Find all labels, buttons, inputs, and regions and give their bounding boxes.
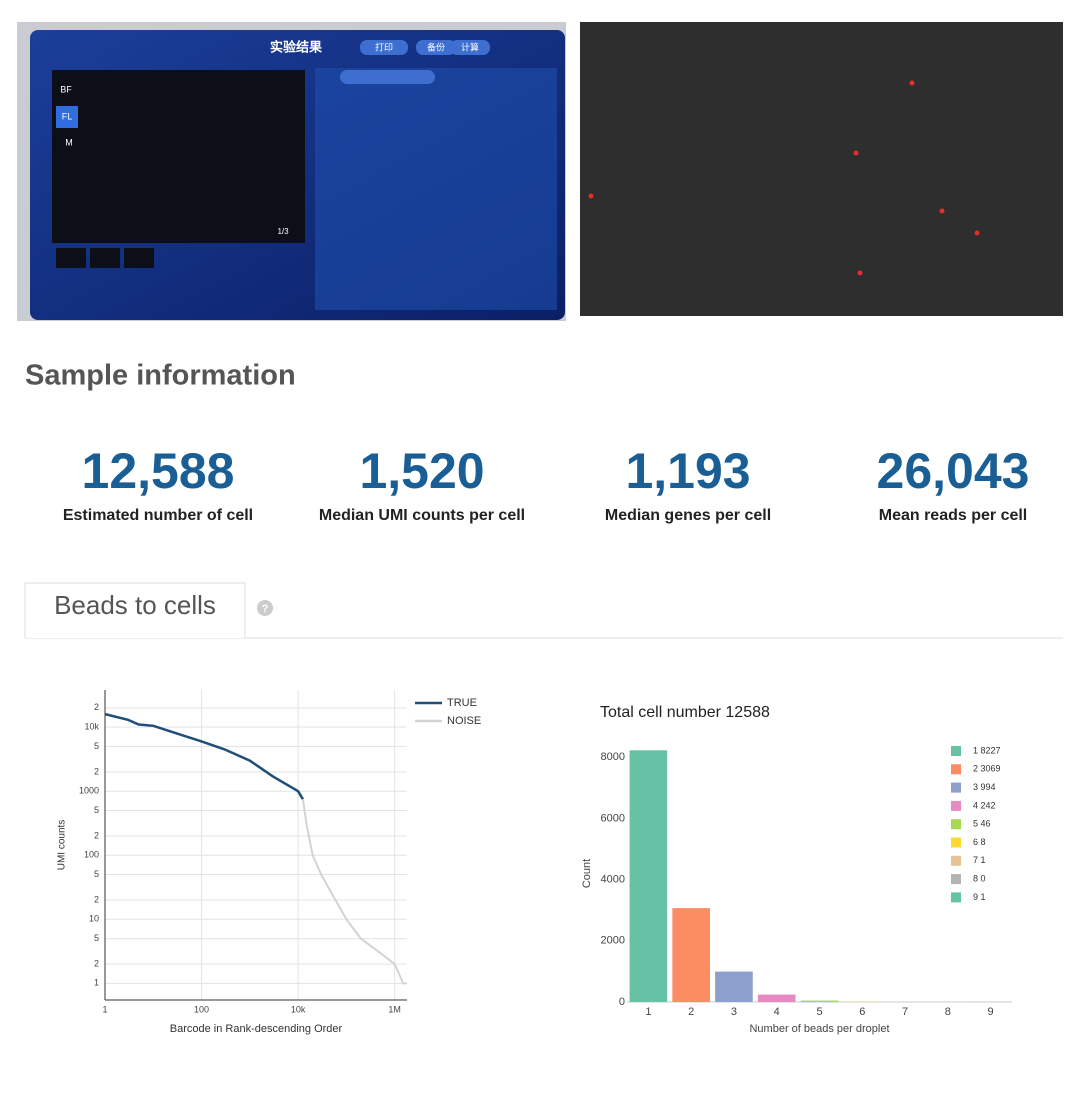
screen-button-label[interactable]: 计算 (461, 41, 479, 52)
section-title: Sample information (25, 360, 296, 392)
y-tick-label: 5 (94, 869, 99, 879)
thumb[interactable] (90, 248, 120, 268)
y-axis-label: UMI counts (57, 820, 68, 871)
page-indicator: 1/3 (277, 227, 289, 236)
bar (672, 908, 710, 1002)
chart-title: Total cell number 12588 (600, 704, 770, 721)
screen-title: 实验结果 (270, 39, 322, 54)
metric-value: 26,043 (877, 443, 1030, 499)
legend-swatch (951, 764, 961, 774)
line-series (303, 799, 407, 983)
thumb[interactable] (56, 248, 86, 268)
y-tick-label: 2 (94, 766, 99, 776)
y-tick-label: 10 (89, 914, 99, 924)
y-tick-label: 10k (84, 722, 99, 732)
x-tick-label: 6 (859, 1006, 865, 1018)
help-icon-text[interactable]: ? (262, 603, 269, 615)
legend-swatch (951, 874, 961, 884)
legend-label: 7 1 (973, 855, 986, 865)
image-view (52, 70, 305, 243)
x-tick-label: 3 (731, 1006, 737, 1018)
legend-label: 4 242 (973, 800, 996, 810)
legend-swatch (951, 856, 961, 866)
legend-label: 8 0 (973, 873, 986, 883)
legend-swatch (951, 838, 961, 848)
legend-swatch (951, 746, 961, 756)
x-tick-label: 4 (774, 1006, 780, 1018)
y-tick-label: 2000 (601, 935, 625, 947)
legend-label: 9 1 (973, 892, 986, 902)
legend-swatch (951, 819, 961, 829)
mode-label[interactable]: BF (60, 84, 72, 94)
bar (630, 750, 668, 1002)
panel-tab (340, 70, 435, 84)
y-axis-label: Count (581, 859, 593, 888)
legend-label: NOISE (447, 715, 481, 727)
x-tick-label: 9 (988, 1006, 994, 1018)
metric-label: Mean reads per cell (879, 507, 1028, 524)
bar (801, 1001, 839, 1002)
legend-label: 6 8 (973, 837, 986, 847)
metric-label: Estimated number of cell (63, 507, 253, 524)
legend-swatch (951, 892, 961, 902)
metric-value: 1,193 (625, 443, 750, 499)
y-tick-label: 8000 (601, 751, 625, 763)
y-tick-label: 5 (94, 805, 99, 815)
fluorescence-photo (580, 22, 1063, 316)
x-axis-label: Number of beads per droplet (749, 1023, 889, 1035)
y-tick-label: 1000 (79, 786, 99, 796)
y-tick-label: 100 (84, 850, 99, 860)
y-tick-label: 0 (619, 996, 625, 1008)
result-panel (315, 68, 557, 310)
x-tick-label: 2 (688, 1006, 694, 1018)
mode-label[interactable]: M (65, 137, 73, 147)
x-tick-label: 10k (291, 1004, 306, 1014)
legend-label: 1 8227 (973, 745, 1001, 755)
metric-value: 1,520 (359, 443, 484, 499)
legend-swatch (951, 801, 961, 811)
screen-button-label[interactable]: 打印 (375, 41, 393, 52)
metric-value: 12,588 (82, 443, 235, 499)
legend-label: TRUE (447, 697, 477, 709)
screen-button-label[interactable]: 备份 (427, 41, 445, 52)
y-tick-label: 2 (94, 958, 99, 968)
y-tick-label: 6000 (601, 812, 625, 824)
x-tick-label: 100 (194, 1004, 209, 1014)
x-tick-label: 5 (816, 1006, 822, 1018)
y-tick-label: 5 (94, 933, 99, 943)
mode-label[interactable]: FL (62, 111, 73, 121)
y-tick-label: 5 (94, 741, 99, 751)
thumb[interactable] (124, 248, 154, 268)
bar (758, 995, 796, 1002)
legend-label: 3 994 (973, 782, 996, 792)
x-tick-label: 1M (388, 1004, 401, 1014)
y-tick-label: 4000 (601, 874, 625, 886)
y-tick-label: 1 (94, 978, 99, 988)
legend-label: 2 3069 (973, 764, 1001, 774)
y-tick-label: 2 (94, 702, 99, 712)
legend-swatch (951, 783, 961, 793)
metric-label: Median UMI counts per cell (319, 507, 525, 524)
metric-label: Median genes per cell (605, 507, 771, 524)
x-tick-label: 8 (945, 1006, 951, 1018)
legend-label: 5 46 (973, 819, 991, 829)
y-tick-label: 2 (94, 830, 99, 840)
bar (715, 972, 753, 1002)
x-tick-label: 7 (902, 1006, 908, 1018)
x-axis-label: Barcode in Rank-descending Order (170, 1023, 343, 1035)
y-tick-label: 2 (94, 894, 99, 904)
x-tick-label: 1 (102, 1004, 107, 1014)
tab-title[interactable]: Beads to cells (54, 590, 216, 620)
x-tick-label: 1 (645, 1006, 651, 1018)
